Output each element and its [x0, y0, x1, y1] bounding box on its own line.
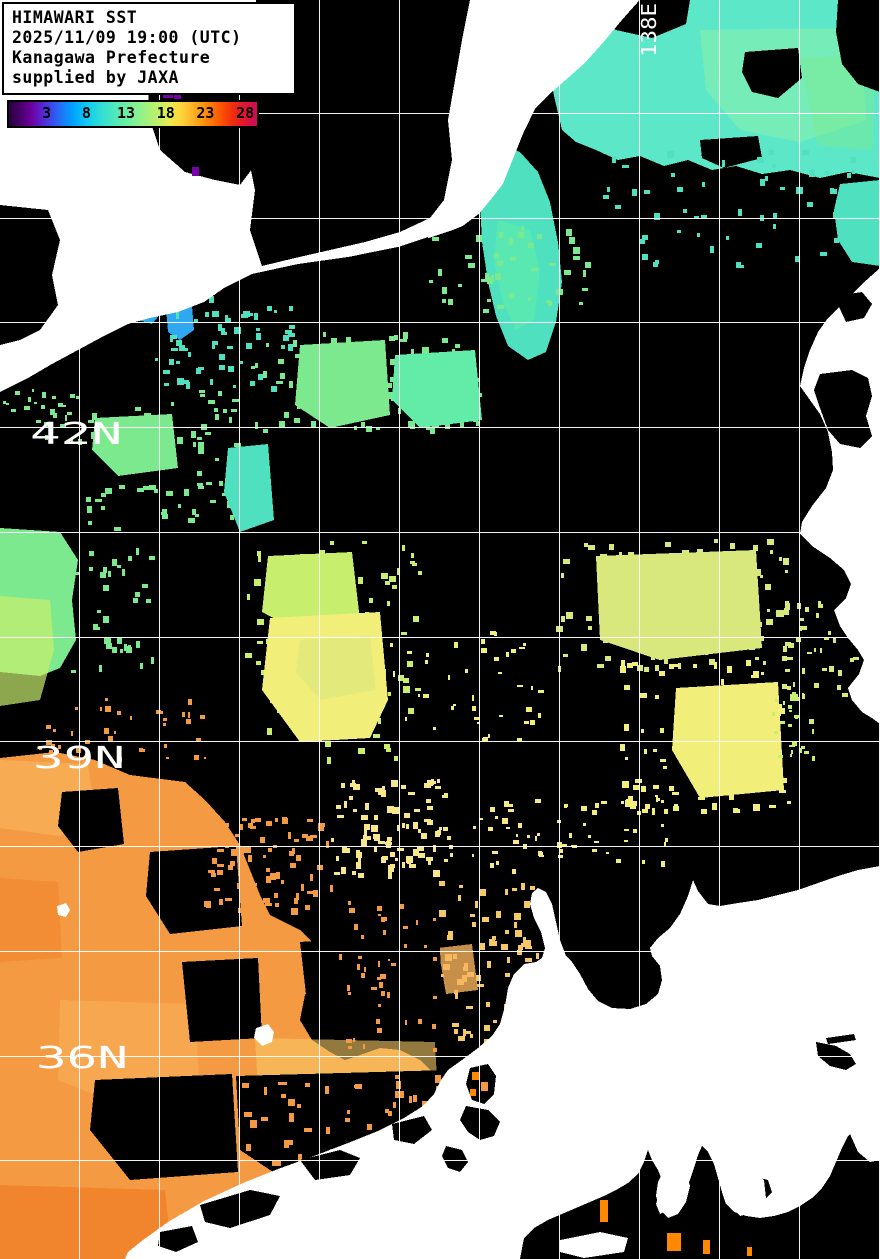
cloud-mask	[826, 1034, 856, 1044]
latitude-label: 36N	[36, 1041, 128, 1076]
sst-patch	[0, 878, 62, 962]
map-title-box: HIMAWARI SST 2025/11/09 19:00 (UTC) Kanaga…	[2, 2, 296, 95]
latitude-label: 39N	[33, 741, 125, 776]
sst-patch	[438, 944, 478, 994]
temperature-colorbar: 3 8 13 18 23 28	[7, 100, 259, 128]
land-area	[57, 903, 70, 917]
sst-patch	[295, 340, 390, 428]
sst-pixel	[174, 94, 181, 99]
cloud-mask	[158, 1226, 198, 1252]
latitude-label: 42N	[30, 417, 122, 452]
cloud-mask	[300, 938, 362, 1012]
cloud-mask	[834, 292, 872, 322]
colorbar-tick-3: 3	[42, 103, 52, 122]
colorbar-tick-18: 18	[156, 103, 175, 122]
sst-patch	[834, 180, 880, 266]
sst-speckle-field	[390, 631, 544, 741]
sst-pixel	[192, 167, 199, 176]
sst-speckle-field	[442, 793, 563, 874]
colorbar-tick-8: 8	[81, 103, 91, 122]
sst-patch	[672, 682, 784, 798]
longitude-label: 138E	[637, 3, 661, 57]
cloud-mask	[836, 0, 880, 92]
sst-patch	[596, 550, 762, 660]
sst-pixel	[481, 1082, 488, 1091]
cloud-mask	[814, 370, 872, 448]
map-title-line-3: supplied by JAXA	[12, 68, 179, 87]
cloud-mask	[146, 846, 242, 934]
sst-speckle-field	[331, 779, 442, 879]
land-area	[848, 1098, 880, 1162]
sst-pixel	[667, 1233, 681, 1251]
sst-patch	[92, 414, 178, 476]
sst-patch	[392, 350, 482, 428]
land-area	[656, 1166, 690, 1218]
cloud-mask	[700, 136, 762, 168]
coastline	[427, 0, 639, 239]
sst-speckle-field	[772, 692, 815, 761]
cloud-mask	[182, 958, 262, 1042]
colorbar-tick-13: 13	[117, 103, 136, 122]
sst-speckle-field	[603, 150, 878, 268]
sst-pixel	[470, 1089, 476, 1096]
sst-speckle-field	[429, 226, 591, 313]
colorbar-tick-23: 23	[196, 103, 215, 122]
cloud-mask	[90, 1074, 238, 1180]
land-area	[726, 1170, 766, 1216]
cloud-mask	[247, 0, 470, 266]
sst-pixel	[472, 1072, 480, 1080]
sst-patch	[0, 596, 54, 706]
cloud-mask	[520, 1122, 880, 1259]
map-title-line-1: 2025/11/09 19:00 (UTC)	[12, 28, 242, 47]
land-area	[560, 1232, 628, 1258]
map-title-line-0: HIMAWARI SST	[12, 8, 138, 27]
cloud-mask	[392, 1116, 432, 1144]
sst-speckle-field	[204, 817, 333, 915]
cloud-mask	[58, 788, 124, 852]
sst-pixel	[163, 92, 173, 98]
sst-pixel	[600, 1200, 608, 1222]
sst-speckle-field	[71, 548, 155, 673]
sst-patch	[296, 636, 376, 700]
colorbar-tick-28: 28	[236, 103, 255, 122]
sst-speckle-field	[38, 698, 206, 762]
land-area	[530, 888, 566, 962]
cloud-mask	[0, 205, 60, 345]
land-area	[254, 1024, 274, 1046]
cloud-mask	[300, 1150, 360, 1180]
sst-patch	[0, 1185, 172, 1259]
sst-speckle-field	[339, 901, 437, 1052]
cloud-mask	[742, 48, 802, 98]
sst-patch	[224, 444, 274, 532]
cloud-mask	[442, 1146, 468, 1172]
sst-pixel	[747, 1247, 752, 1256]
sst-pixel	[703, 1240, 710, 1254]
sst-patch	[262, 552, 360, 632]
map-title-line-2: Kanagawa Prefecture	[12, 48, 211, 67]
